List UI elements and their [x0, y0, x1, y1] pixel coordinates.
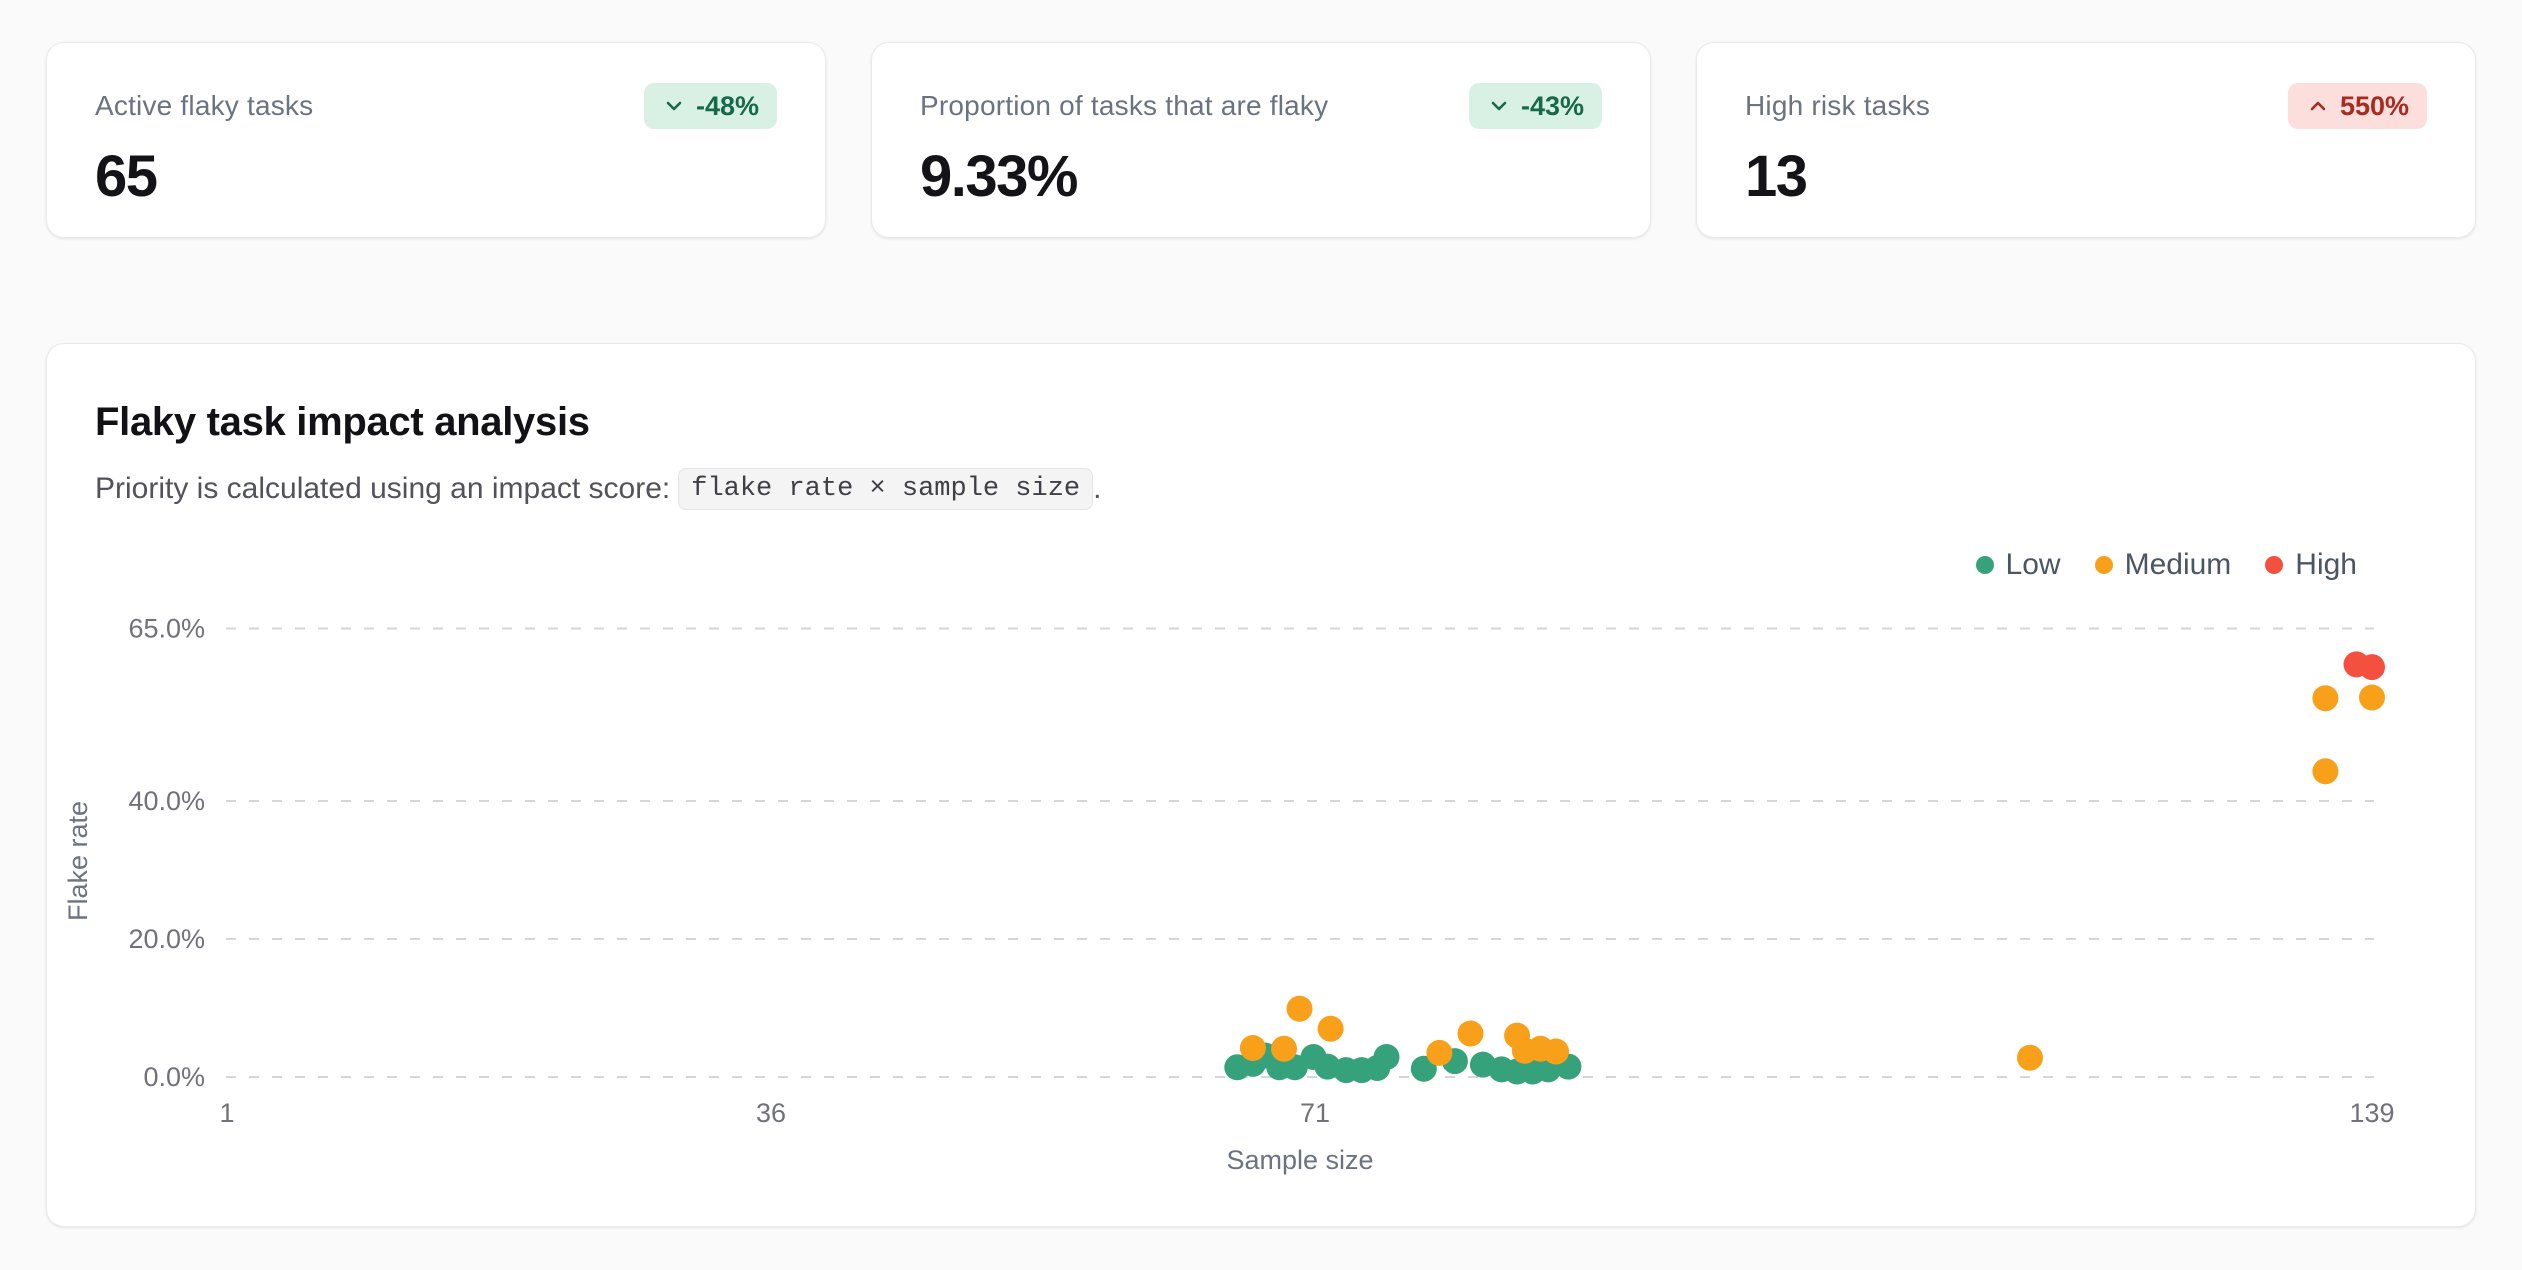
data-point-medium[interactable] — [1426, 1039, 1453, 1066]
legend-item-high[interactable]: High — [2265, 548, 2357, 582]
y-tick-label: 20.0% — [128, 924, 205, 954]
legend-swatch — [1975, 556, 1994, 574]
x-tick-label: 1 — [219, 1098, 234, 1128]
chart-subtitle-text: Priority is calculated using an impact s… — [95, 472, 671, 505]
data-point-low[interactable] — [1410, 1055, 1437, 1082]
delta-badge: -48% — [643, 83, 777, 129]
stat-value: 13 — [1745, 144, 1808, 209]
code-chip: flake rate × sample size — [678, 468, 1094, 510]
y-axis-title: Flake rate — [63, 801, 93, 921]
delta-badge: 550% — [2287, 83, 2427, 129]
data-point-medium[interactable] — [2359, 684, 2385, 711]
delta-value: -43% — [1520, 90, 1584, 121]
data-point-medium[interactable] — [1271, 1035, 1297, 1062]
legend-swatch — [2265, 556, 2284, 574]
stat-card: High risk tasks 550% 13 — [1696, 42, 2476, 238]
data-point-medium[interactable] — [1543, 1038, 1569, 1065]
legend-label: Low — [2005, 548, 2061, 581]
data-point-high[interactable] — [2359, 654, 2385, 681]
x-tick-label: 71 — [1300, 1098, 1330, 1128]
data-point-low[interactable] — [1373, 1044, 1400, 1070]
delta-badge: -43% — [1468, 83, 1602, 129]
stat-value: 65 — [95, 144, 158, 209]
y-tick-label: 40.0% — [128, 786, 205, 816]
chart-legend: Low Medium High — [1975, 548, 2357, 582]
chevron-down-icon — [666, 101, 682, 111]
stat-card: Active flaky tasks -48% 65 — [46, 42, 826, 238]
chevron-down-icon — [1491, 101, 1507, 111]
x-tick-label: 139 — [2349, 1098, 2394, 1128]
data-point-medium[interactable] — [2312, 758, 2339, 785]
scatter-plot: 0.0% 20.0% 40.0% 65.0% 1 36 71 139 Sample size Fl… — [63, 614, 2395, 1176]
x-tick-label: 36 — [756, 1098, 786, 1128]
legend-label: Medium — [2124, 548, 2232, 581]
chart-card: Flaky task impact analysis Priority is c… — [46, 343, 2476, 1227]
data-point-medium[interactable] — [2017, 1044, 2043, 1071]
stat-label: High risk tasks — [1745, 90, 1931, 121]
y-tick-label: 65.0% — [128, 614, 205, 644]
x-axis-title: Sample size — [1226, 1145, 1373, 1175]
legend-label: High — [2295, 548, 2357, 581]
y-tick-label: 0.0% — [143, 1062, 205, 1092]
legend-swatch — [2094, 556, 2113, 574]
data-point-medium[interactable] — [1457, 1020, 1484, 1047]
data-point-medium[interactable] — [2312, 685, 2339, 712]
data-point-medium[interactable] — [1286, 995, 1313, 1022]
stat-card: Proportion of tasks that are flaky -43% … — [871, 42, 1651, 238]
stat-value: 9.33% — [920, 144, 1078, 209]
data-point-medium[interactable] — [1239, 1035, 1266, 1061]
chart-title: Flaky task impact analysis — [95, 400, 590, 444]
stat-label: Proportion of tasks that are flaky — [920, 90, 1329, 121]
chart-subtitle-suffix: . — [1093, 472, 1102, 505]
stats-row: Active flaky tasks -48% 65 Proportion of… — [46, 42, 2476, 238]
stat-label: Active flaky tasks — [95, 90, 314, 121]
data-point-medium[interactable] — [1317, 1015, 1344, 1042]
legend-item-low[interactable]: Low — [1975, 548, 2061, 582]
chart-subtitle: Priority is calculated using an impact s… — [95, 468, 1101, 510]
delta-value: -48% — [695, 90, 759, 121]
legend-item-medium[interactable]: Medium — [2094, 548, 2232, 582]
chevron-up-icon — [2310, 101, 2326, 111]
delta-value: 550% — [2339, 90, 2409, 121]
